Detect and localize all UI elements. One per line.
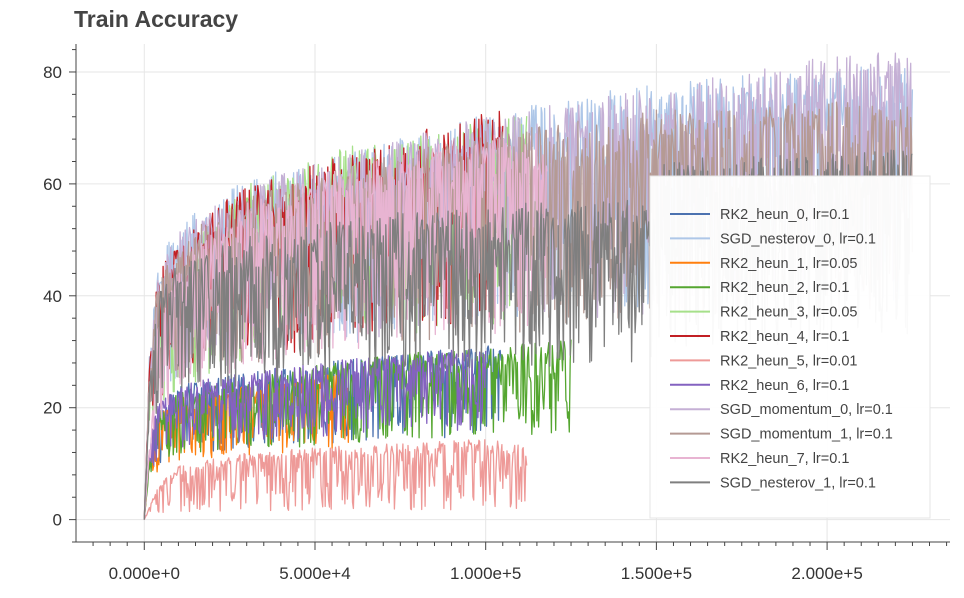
y-tick-label: 80 <box>43 63 62 82</box>
legend-label-sgd-momentum-0-lr-0-1: SGD_momentum_0, lr=0.1 <box>720 402 893 418</box>
y-major-ticks: 0 20 40 60 80 <box>43 63 76 530</box>
legend-label-rk2-heun-7-lr-0-1: RK2_heun_7, lr=0.1 <box>720 451 849 467</box>
y-tick-label: 60 <box>43 175 62 194</box>
legend-label-rk2-heun-1-lr-0-05: RK2_heun_1, lr=0.05 <box>720 256 857 272</box>
y-tick-label: 40 <box>43 287 62 306</box>
legend-label-rk2-heun-6-lr-0-1: RK2_heun_6, lr=0.1 <box>720 378 849 394</box>
legend-label-rk2-heun-2-lr-0-1: RK2_heun_2, lr=0.1 <box>720 280 849 296</box>
x-tick-label: 2.000e+5 <box>791 564 862 583</box>
legend-label-rk2-heun-3-lr-0-05: RK2_heun_3, lr=0.05 <box>720 305 857 321</box>
legend: RK2_heun_0, lr=0.1 SGD_nesterov_0, lr=0.1… <box>649 175 931 519</box>
y-tick-label: 0 <box>53 511 62 530</box>
legend-label-sgd-momentum-1-lr-0-1: SGD_momentum_1, lr=0.1 <box>720 427 893 443</box>
y-minor-ticks <box>72 49 76 543</box>
x-tick-label: 0.000e+0 <box>109 564 180 583</box>
x-tick-label: 1.500e+5 <box>621 564 692 583</box>
series-line-rk2-heun-5-lr-0-01 <box>143 439 528 520</box>
x-major-ticks: 0.000e+0 5.000e+4 1.000e+5 1.500e+5 2.000e+5 <box>109 542 863 583</box>
x-minor-ticks <box>92 542 948 546</box>
y-tick-label: 20 <box>43 399 62 418</box>
legend-label-rk2-heun-5-lr-0-01: RK2_heun_5, lr=0.01 <box>720 353 857 369</box>
x-tick-label: 1.000e+5 <box>450 564 521 583</box>
legend-label-sgd-nesterov-0-lr-0-1: SGD_nesterov_0, lr=0.1 <box>720 231 876 247</box>
legend-label-rk2-heun-0-lr-0-1: RK2_heun_0, lr=0.1 <box>720 207 849 223</box>
legend-box <box>649 175 931 519</box>
legend-label-rk2-heun-4-lr-0-1: RK2_heun_4, lr=0.1 <box>720 329 849 345</box>
axes <box>75 44 950 543</box>
legend-label-sgd-nesterov-1-lr-0-1: SGD_nesterov_1, lr=0.1 <box>720 475 876 491</box>
chart-title: Train Accuracy <box>74 6 239 32</box>
series-line-rk2-heun-6-lr-0-1 <box>143 349 487 520</box>
series-line-rk2-heun-2-lr-0-1 <box>143 339 572 520</box>
x-tick-label: 5.000e+4 <box>279 564 350 583</box>
